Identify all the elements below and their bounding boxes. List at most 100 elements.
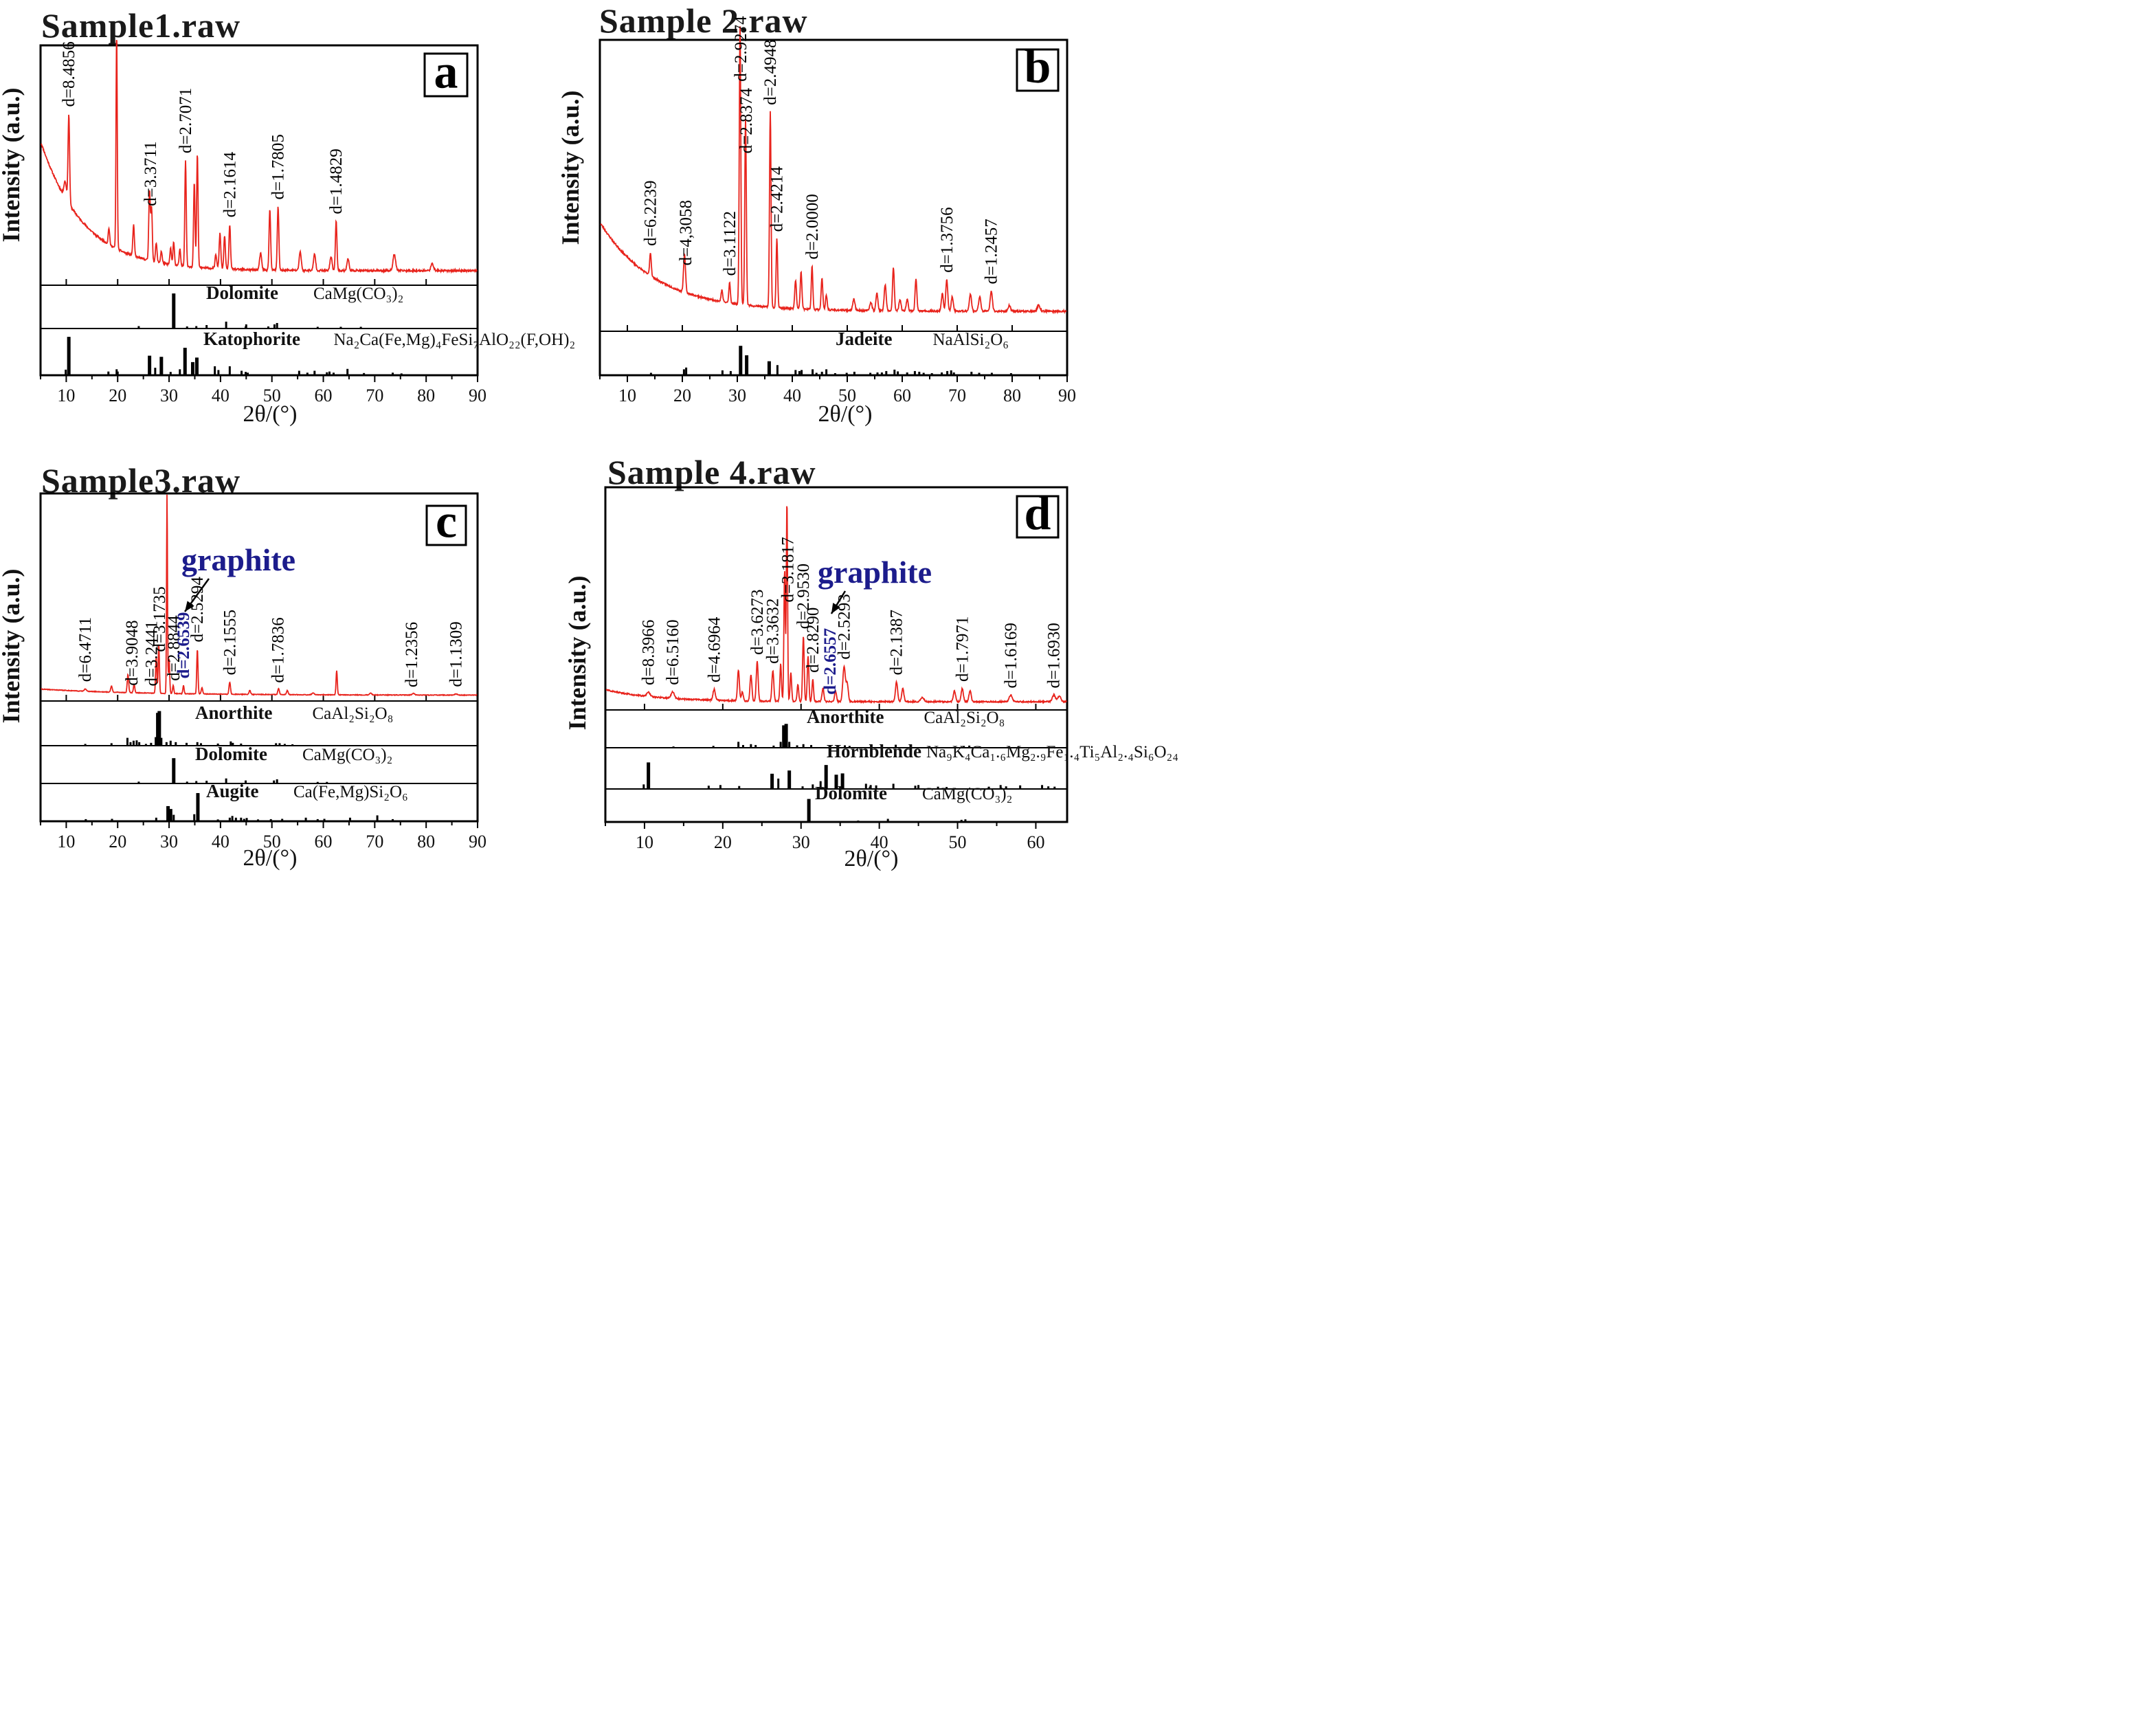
- panel-letter: b: [1025, 41, 1051, 93]
- x-tick-label: 70: [366, 832, 383, 852]
- phase-formula: Ca(Fe,Mg)Si₂O₆: [293, 783, 408, 801]
- sample-title: Sample 2.raw: [599, 1, 808, 40]
- x-tick-label: 20: [714, 832, 732, 852]
- x-tick-label: 90: [469, 386, 486, 405]
- d-spacing-label: d=2.8844: [165, 615, 183, 681]
- panel-letter: c: [436, 496, 457, 548]
- x-axis-title: 2θ/(°): [243, 845, 298, 871]
- xrd-pattern-line: [41, 39, 478, 274]
- d-spacing-label: d=3.3711: [142, 141, 160, 205]
- phase-name: Anorthite: [195, 702, 272, 723]
- plot-frame: [598, 38, 1069, 377]
- d-spacing-label: d=1.4829: [327, 148, 346, 214]
- graphite-arrow-head: [185, 601, 194, 612]
- phase-formula: CaMg(CO₃)₂: [313, 285, 403, 303]
- panel-letter: d: [1025, 487, 1051, 540]
- xrd-pattern-line: [605, 506, 1067, 704]
- sample-title: Sample 4.raw: [607, 453, 816, 491]
- xrd-pattern-line: [41, 494, 478, 697]
- x-tick-label: 80: [417, 832, 435, 852]
- d-spacing-label: d=1.7971: [953, 616, 972, 682]
- d-spacing-label: d=2.1614: [221, 152, 239, 218]
- panel-letter-box: [1016, 495, 1060, 539]
- phase-name: Hornblende: [827, 741, 921, 761]
- d-spacing-label: d=2.6539: [175, 612, 193, 679]
- x-axis-title: 2θ/(°): [243, 401, 298, 427]
- y-axis-title: Intensity (a.u.): [0, 568, 25, 723]
- phase-formula: NaAlSi₂O₆: [933, 331, 1009, 349]
- x-tick-label: 50: [838, 386, 856, 405]
- x-tick-label: 50: [263, 832, 281, 852]
- d-spacing-label: d=3.1122: [721, 211, 739, 276]
- d-spacing-label: d=3.9048: [123, 620, 142, 685]
- x-tick-label: 70: [366, 386, 383, 405]
- x-tick-label: 10: [636, 832, 653, 852]
- x-tick-label: 80: [417, 386, 435, 405]
- d-spacing-label: d=1.7836: [269, 617, 288, 682]
- phase-name: Dolomite: [815, 783, 887, 803]
- x-tick-label: 40: [871, 832, 888, 852]
- x-tick-label: 90: [469, 832, 486, 852]
- d-spacing-label: d=3.6273: [748, 589, 767, 654]
- x-tick-label: 60: [315, 386, 333, 405]
- d-spacing-label: d=2.0000: [803, 194, 822, 259]
- d-spacing-label: d=3.1735: [150, 586, 169, 652]
- d-spacing-label: d=1.2457: [983, 219, 1001, 284]
- x-tick-label: 40: [212, 832, 230, 852]
- phase-name: Katophorite: [203, 329, 300, 349]
- x-tick-label: 70: [948, 386, 966, 405]
- d-spacing-label: d=1.6930: [1045, 623, 1064, 688]
- y-axis-title: Intensity (a.u.): [0, 87, 25, 242]
- d-spacing-label: d=2.1387: [888, 610, 906, 675]
- plot-frame: [39, 44, 479, 377]
- x-tick-label: 50: [263, 386, 281, 405]
- d-spacing-label: d=3.3632: [764, 598, 783, 663]
- d-spacing-label: d=2.6557: [821, 628, 840, 695]
- panel-letter-box: [423, 52, 469, 98]
- plot-frame: [604, 486, 1069, 823]
- d-spacing-label: d=1.1309: [447, 621, 466, 687]
- d-spacing-label: d=2.1555: [221, 610, 239, 675]
- phase-formula: Na₂Ca(Fe,Mg)₄FeSi₇AlO₂₂(F,OH)₂: [334, 331, 576, 349]
- phase-name: Anorthite: [807, 706, 884, 727]
- d-spacing-label: d=2.9274: [732, 16, 750, 82]
- phase-formula: Na₉K₄Ca₁.₆Mg₂.₉Fe₁.₄Ti₅Al₂.₄Si₆O₂₄: [926, 743, 1178, 761]
- x-tick-label: 30: [160, 386, 178, 405]
- d-spacing-label: d=3.2441: [143, 621, 161, 686]
- x-tick-label: 10: [57, 832, 75, 852]
- x-tick-label: 90: [1058, 386, 1076, 405]
- plot-frame: [39, 492, 479, 823]
- panel-letter-box: [425, 504, 467, 546]
- y-axis-title: Intensity (a.u.): [563, 575, 591, 730]
- d-spacing-label: d=1.7805: [269, 134, 288, 199]
- d-spacing-label: d=6.4711: [76, 617, 95, 682]
- x-tick-label: 40: [212, 386, 230, 405]
- x-tick-label: 10: [57, 386, 75, 405]
- graphite-arrow-head: [831, 603, 840, 614]
- x-tick-label: 20: [109, 386, 126, 405]
- d-spacing-label: d=1.6169: [1002, 623, 1020, 688]
- d-spacing-label: d=2.8290: [804, 608, 823, 673]
- d-spacing-label: d=4,3058: [677, 200, 695, 265]
- phase-name: Jadeite: [836, 329, 892, 349]
- d-spacing-label: d=2.4214: [768, 166, 787, 232]
- d-spacing-label: d=2.7071: [177, 88, 195, 153]
- phase-name: Dolomite: [195, 744, 267, 764]
- graphite-annotation: graphite: [818, 555, 932, 590]
- d-spacing-label: d=3.1817: [779, 537, 797, 602]
- x-tick-label: 80: [1003, 386, 1021, 405]
- d-spacing-label: d=2.4948: [761, 39, 780, 104]
- d-spacing-label: d=6.2239: [642, 180, 660, 245]
- x-tick-label: 20: [673, 386, 691, 405]
- sample-title: Sample1.raw: [41, 6, 241, 45]
- x-tick-label: 20: [109, 832, 126, 852]
- x-tick-label: 10: [618, 386, 636, 405]
- x-tick-label: 30: [728, 386, 746, 405]
- graphite-annotation: graphite: [181, 542, 295, 577]
- x-tick-label: 60: [893, 386, 911, 405]
- panel-letter: a: [434, 46, 458, 99]
- x-tick-label: 30: [792, 832, 810, 852]
- phase-name: Dolomite: [206, 282, 278, 303]
- d-spacing-label: d=4.6964: [705, 616, 724, 682]
